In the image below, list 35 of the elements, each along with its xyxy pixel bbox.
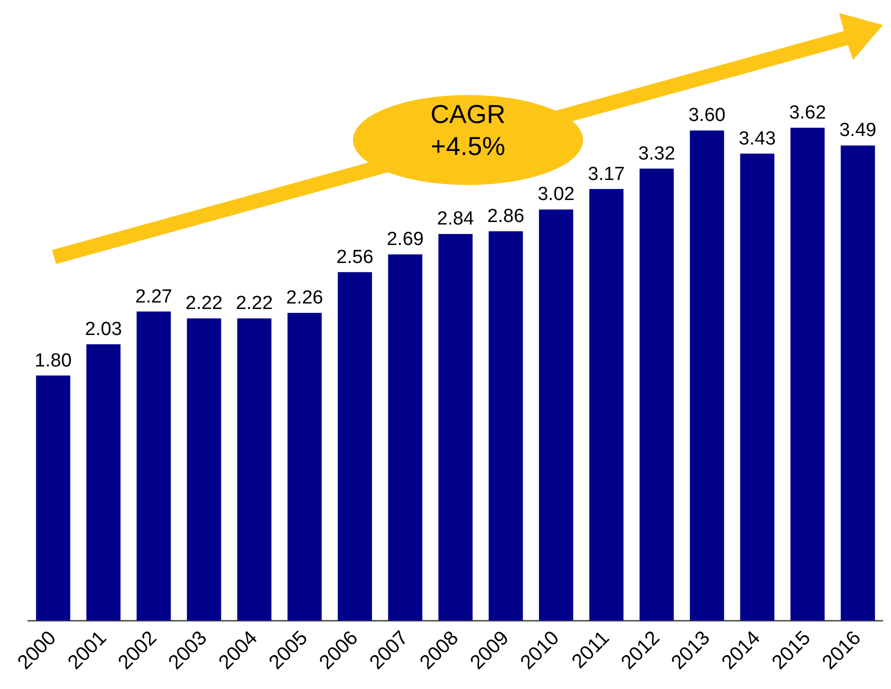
data-label: 3.02 <box>538 184 575 206</box>
bar <box>237 318 272 621</box>
bar <box>740 154 774 621</box>
data-label: 2.69 <box>386 229 424 250</box>
annotation: CAGR +4.5% <box>429 98 507 162</box>
data-label: 1.80 <box>34 350 72 372</box>
data-label: 2.03 <box>84 318 122 340</box>
data-label: 2.27 <box>135 286 172 308</box>
data-label: 3.17 <box>588 164 625 185</box>
bar <box>288 312 322 621</box>
bar <box>640 168 674 621</box>
bar <box>338 272 372 621</box>
bar <box>388 254 422 621</box>
bar <box>538 209 574 621</box>
bar <box>136 312 171 621</box>
data-label: 3.60 <box>688 105 726 126</box>
bar <box>488 231 523 621</box>
data-label: 2.84 <box>437 208 474 230</box>
data-label: 3.49 <box>839 120 876 142</box>
data-label: 2.22 <box>236 293 273 314</box>
data-label: 2.22 <box>186 293 223 314</box>
bar <box>36 376 70 621</box>
bar <box>589 189 624 621</box>
data-label: 3.43 <box>738 128 776 150</box>
data-label: 2.86 <box>487 206 524 227</box>
bar <box>690 130 724 621</box>
bar <box>438 234 473 621</box>
bar <box>790 128 825 621</box>
bar <box>840 145 875 621</box>
bar <box>86 344 121 621</box>
bar <box>186 318 222 621</box>
data-label: 2.26 <box>286 288 324 309</box>
data-label: 3.62 <box>789 102 826 124</box>
data-label: 3.32 <box>638 143 676 164</box>
data-label: 2.56 <box>336 246 374 268</box>
